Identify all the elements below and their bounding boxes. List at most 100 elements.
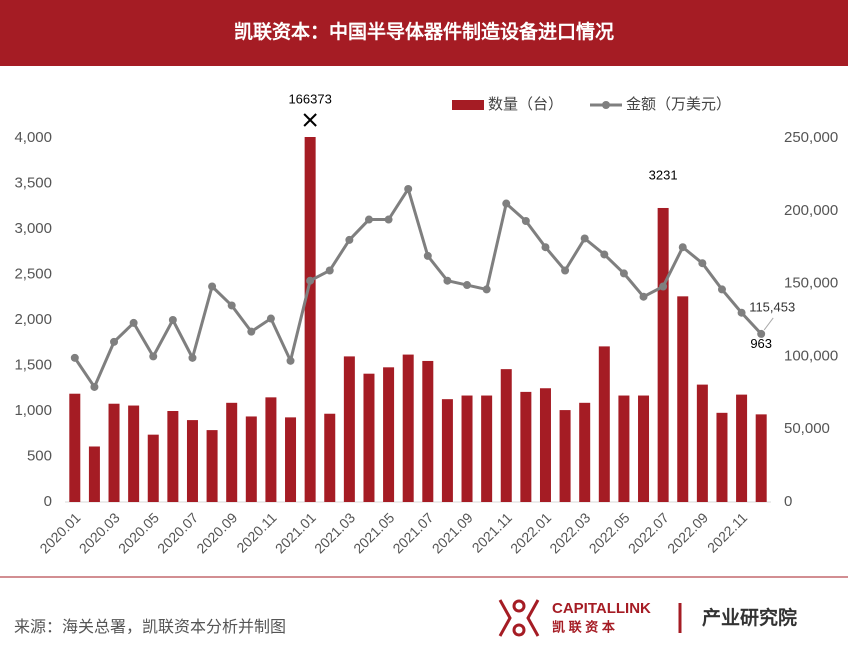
y-tick-label: 500 bbox=[27, 447, 52, 464]
bar bbox=[559, 410, 571, 502]
bar bbox=[245, 416, 257, 502]
line-point bbox=[521, 216, 530, 225]
legend-swatch bbox=[602, 101, 610, 109]
bar bbox=[363, 373, 375, 502]
y-tick-label: 4,000 bbox=[14, 129, 52, 146]
line-point bbox=[384, 215, 393, 224]
line-point bbox=[110, 337, 119, 346]
header-band bbox=[0, 0, 848, 66]
line-point bbox=[345, 235, 354, 244]
bar bbox=[500, 369, 512, 502]
bar bbox=[206, 430, 218, 502]
chart-title: 凯联资本：中国半导体器件制造设备进口情况 bbox=[234, 20, 614, 43]
line-point bbox=[619, 269, 628, 278]
line-point bbox=[659, 282, 668, 291]
line-point bbox=[90, 382, 99, 391]
bar bbox=[696, 384, 708, 502]
bar bbox=[520, 391, 532, 502]
bar bbox=[383, 367, 395, 502]
line-point bbox=[149, 352, 158, 361]
y-tick-label: 0 bbox=[44, 493, 52, 510]
source-note: 来源：海关总署，凯联资本分析并制图 bbox=[14, 618, 286, 636]
overflow-marker bbox=[303, 113, 317, 127]
line-point bbox=[463, 281, 472, 290]
x-tick-label: 2020.07 bbox=[154, 509, 201, 556]
institute: 产业研究院 bbox=[702, 606, 797, 629]
line-point bbox=[208, 282, 217, 291]
line-point bbox=[325, 266, 334, 275]
y-tick-label: 2,000 bbox=[14, 311, 52, 328]
bar bbox=[186, 420, 198, 502]
bar bbox=[324, 413, 336, 502]
line-point bbox=[561, 266, 570, 275]
bar bbox=[88, 446, 100, 502]
bar bbox=[69, 393, 81, 502]
legend-label: 金额（万美元） bbox=[626, 96, 731, 113]
line-point bbox=[168, 316, 177, 324]
line-point bbox=[482, 285, 491, 294]
brand: CAPITALLINK bbox=[552, 600, 651, 617]
y-tick-label: 3,000 bbox=[14, 220, 52, 237]
line-point bbox=[757, 329, 766, 338]
plot-area bbox=[69, 137, 767, 502]
bar bbox=[265, 397, 277, 502]
y2-tick-label: 200,000 bbox=[784, 202, 838, 219]
bar bbox=[638, 395, 650, 502]
bar bbox=[481, 395, 493, 502]
line-point bbox=[698, 259, 707, 268]
data-label: 115,453 bbox=[749, 299, 795, 314]
bar bbox=[736, 394, 748, 502]
bar bbox=[461, 395, 473, 502]
y2-tick-label: 100,000 bbox=[784, 347, 838, 364]
bar bbox=[167, 411, 179, 502]
data-label: 963 bbox=[750, 336, 772, 351]
y2-tick-label: 150,000 bbox=[784, 275, 838, 292]
line-point bbox=[600, 250, 609, 259]
line-point bbox=[286, 356, 295, 365]
line-point bbox=[266, 314, 275, 323]
y-tick-label: 1,500 bbox=[14, 356, 52, 373]
line-point bbox=[129, 318, 138, 327]
y2-tick-label: 250,000 bbox=[784, 129, 838, 146]
line-point bbox=[227, 301, 236, 310]
bar bbox=[343, 356, 355, 502]
bar bbox=[618, 395, 630, 502]
x-tick-label: 2020.03 bbox=[76, 509, 123, 556]
bar bbox=[579, 402, 591, 502]
x-tick-label: 2021.09 bbox=[429, 509, 476, 556]
y2-tick-label: 0 bbox=[784, 493, 792, 510]
bar bbox=[402, 354, 414, 502]
data-label: 166373 bbox=[288, 91, 331, 106]
bar bbox=[304, 137, 316, 502]
y-tick-label: 1,000 bbox=[14, 402, 52, 419]
x-tick-label: 2022.01 bbox=[507, 509, 554, 556]
line-point bbox=[737, 308, 746, 317]
line-point bbox=[541, 243, 550, 252]
bar bbox=[147, 434, 159, 502]
y-tick-label: 2,500 bbox=[14, 265, 52, 282]
y-tick-label: 3,500 bbox=[14, 174, 52, 191]
bar bbox=[422, 360, 434, 502]
x-tick-label: 2022.09 bbox=[664, 509, 711, 556]
label-leader bbox=[763, 317, 774, 331]
x-tick-label: 2021.05 bbox=[350, 509, 397, 556]
bar bbox=[128, 405, 140, 502]
line-point bbox=[502, 199, 511, 208]
line-point bbox=[678, 243, 687, 252]
bar bbox=[441, 399, 453, 502]
bar bbox=[226, 402, 238, 502]
brand-cn: 凯 联 资 本 bbox=[552, 619, 615, 634]
x-tick-label: 2022.03 bbox=[546, 509, 593, 556]
bar bbox=[108, 403, 120, 502]
bar bbox=[716, 412, 728, 502]
bar bbox=[755, 414, 767, 502]
x-tick-label: 2022.05 bbox=[586, 509, 633, 556]
data-label: 3231 bbox=[649, 167, 678, 182]
line-point bbox=[639, 292, 648, 301]
x-tick-label: 2020.11 bbox=[233, 509, 280, 556]
bar bbox=[539, 388, 551, 502]
line-point bbox=[188, 353, 197, 362]
line-point bbox=[404, 184, 413, 193]
x-tick-label: 2021.11 bbox=[469, 509, 516, 556]
